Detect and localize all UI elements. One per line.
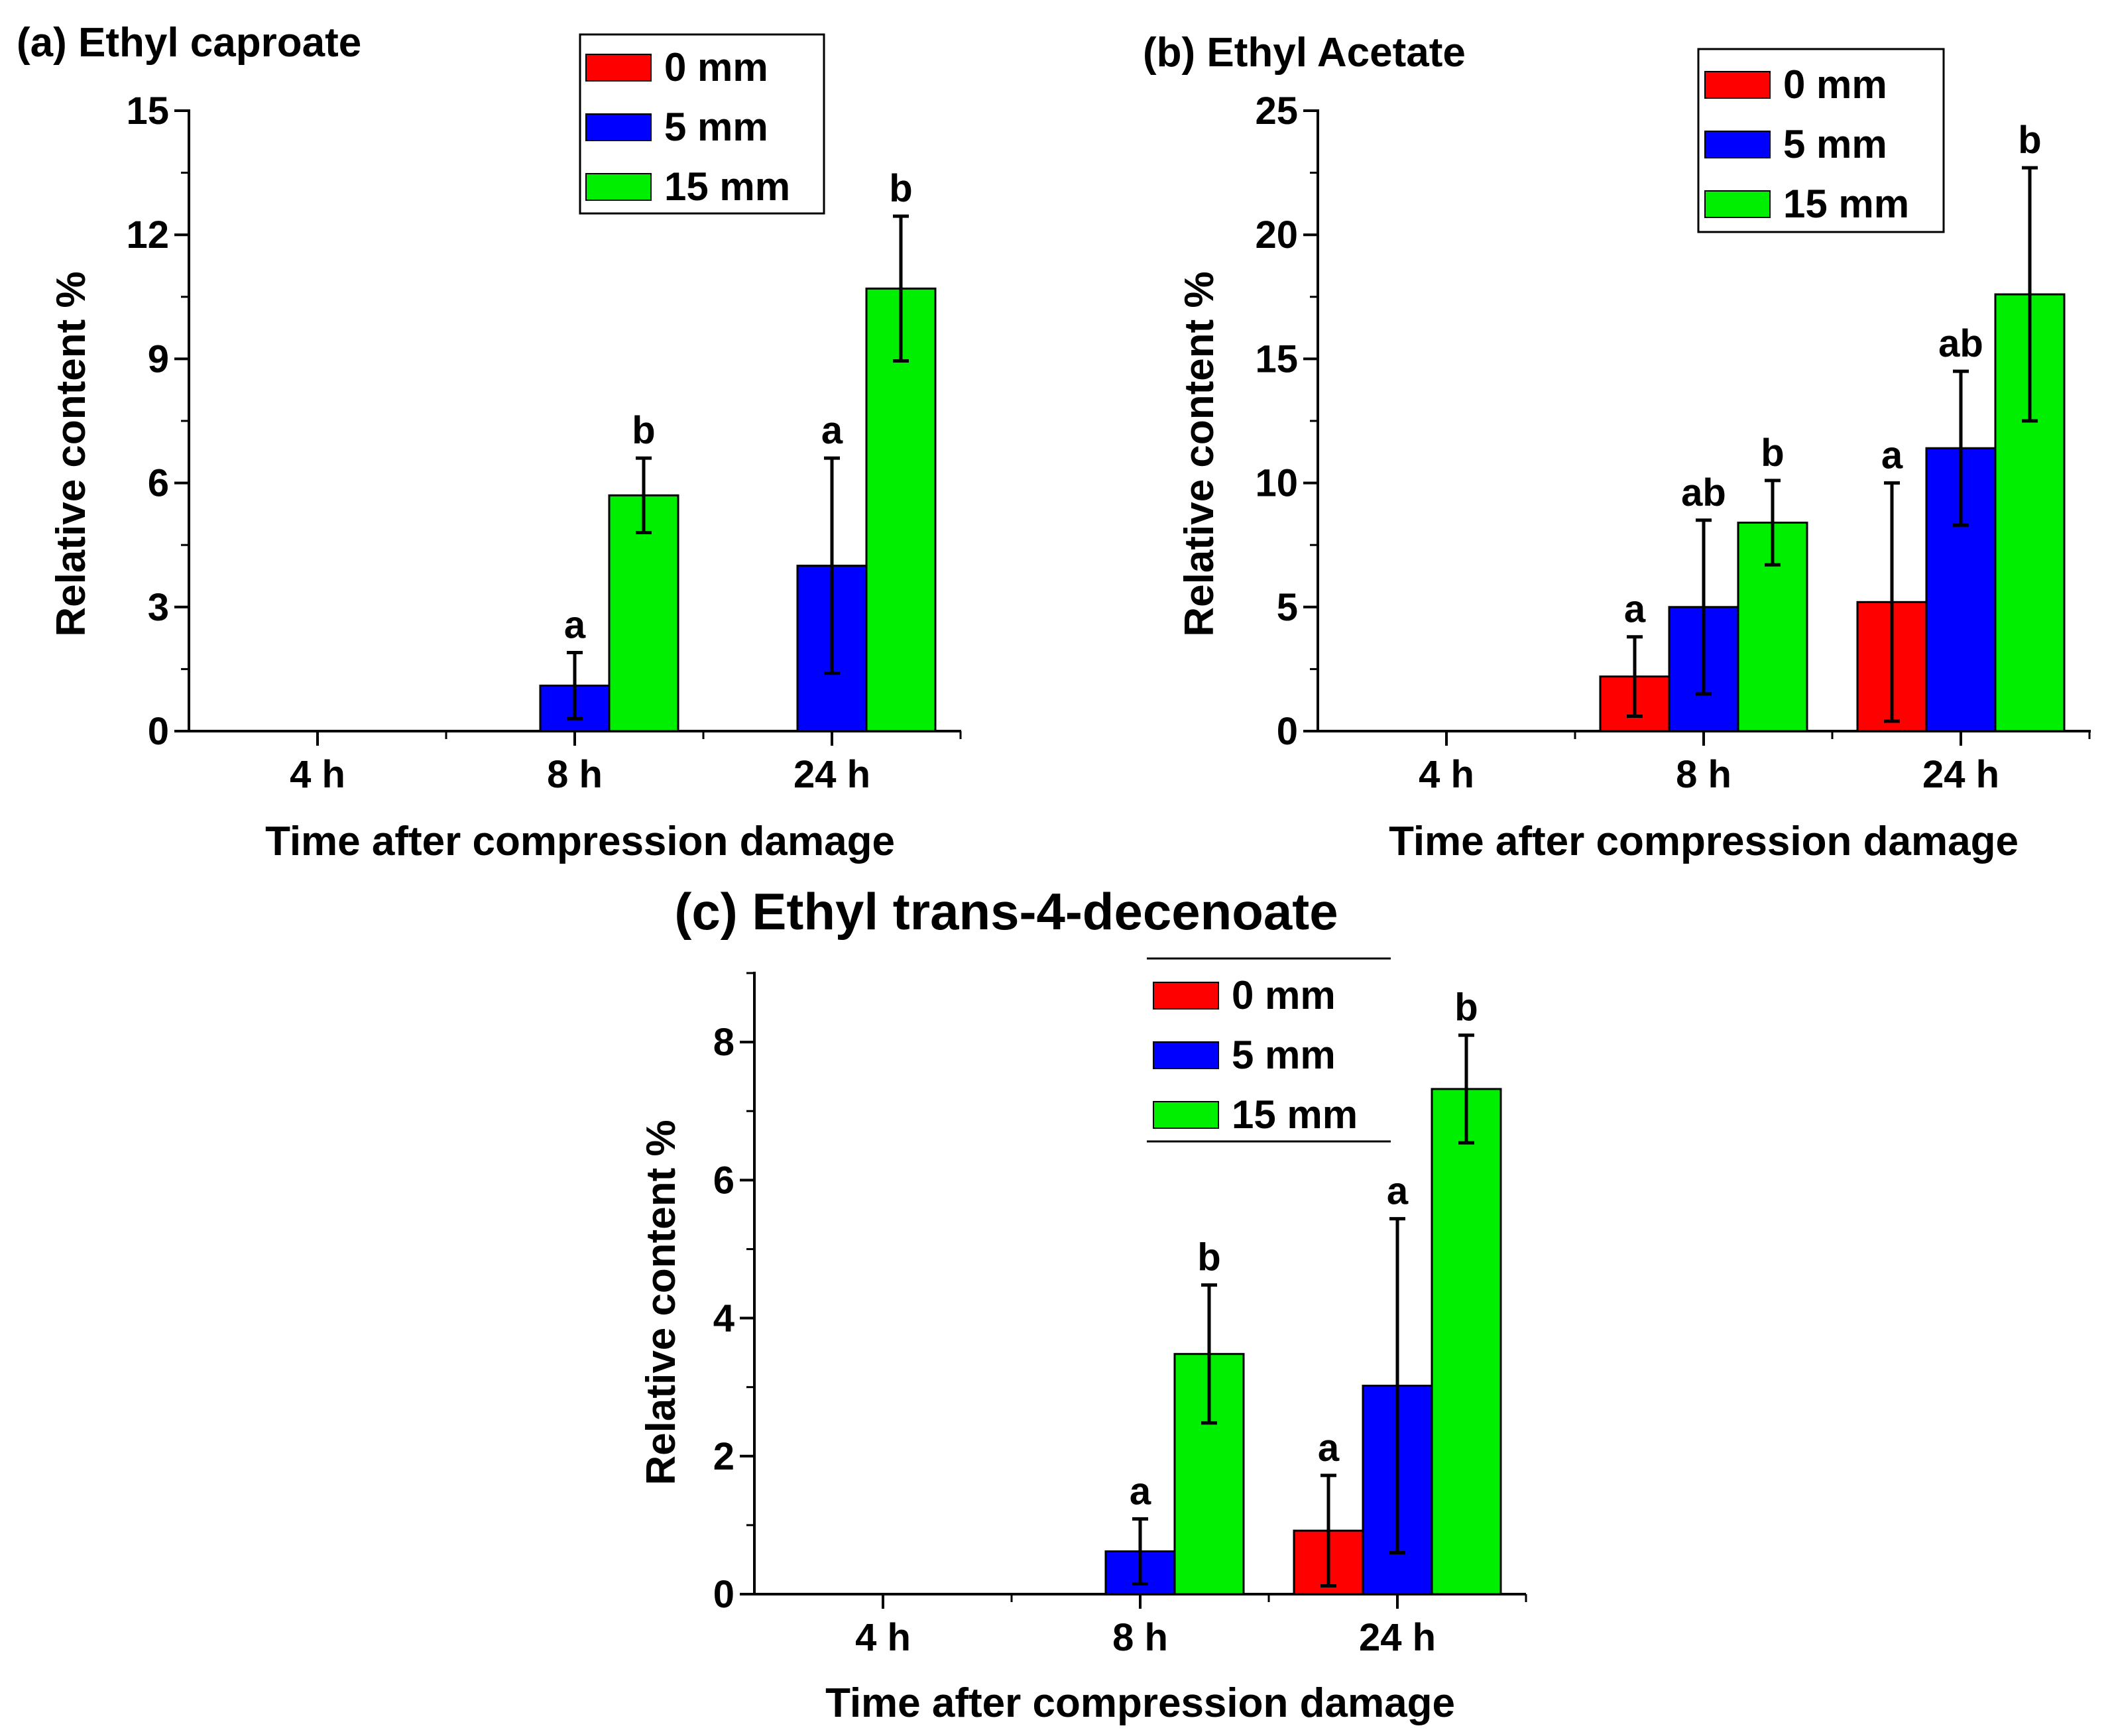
legend-label-5mm-b: 5 mm <box>1783 122 1887 166</box>
bars-c: a a a b b <box>1104 986 1502 1595</box>
legend-frame-a <box>579 33 825 215</box>
sig-label-a-5mm-2: a <box>821 409 843 452</box>
y-tick-label-b-25: 25 <box>1255 89 1298 133</box>
x-tick-label-c-1: 8 h <box>1112 1616 1168 1659</box>
y-tick-label-a-15: 15 <box>126 89 169 133</box>
x-ticks-c: 4 h 8 h 24 h <box>855 1594 1527 1659</box>
sig-label-a-15mm-2: b <box>889 167 912 210</box>
legend-label-15mm-a: 15 mm <box>664 164 790 209</box>
x-tick-label-c-0: 4 h <box>855 1616 911 1659</box>
panel-ethyl-trans-4-decenoate: (c) Ethyl trans-4-decenoate 0 2 4 6 8 4 h 8 h… <box>638 882 1527 1726</box>
sig-label-b-15mm-1: b <box>1761 432 1784 475</box>
y-tick-label-c-8: 8 <box>713 1021 734 1064</box>
legend-swatch-0mm-a <box>585 54 652 82</box>
y-tick-label-a-3: 3 <box>148 586 169 629</box>
y-axis-title-b: Relative content % <box>1177 271 1222 636</box>
bar-c-15mm-2 <box>1431 1088 1502 1595</box>
y-ticks-a: 0 3 6 9 12 15 <box>126 89 189 753</box>
bars-a: a a b b <box>539 167 937 732</box>
y-tick-label-a-9: 9 <box>148 337 169 380</box>
x-tick-label-a-2: 24 h <box>793 753 870 796</box>
y-tick-label-c-0: 0 <box>713 1573 734 1616</box>
x-tick-label-a-1: 8 h <box>547 753 603 796</box>
legend-swatch-5mm-b <box>1704 131 1771 158</box>
bar-b-15mm-1 <box>1737 522 1808 732</box>
legend-label-0mm-b: 0 mm <box>1783 62 1887 107</box>
legend-swatch-5mm-c <box>1153 1041 1219 1069</box>
y-tick-label-a-0: 0 <box>148 710 169 753</box>
legend-label-5mm-c: 5 mm <box>1232 1033 1336 1077</box>
y-tick-label-c-2: 2 <box>713 1435 734 1478</box>
legend-label-0mm-a: 0 mm <box>664 45 768 89</box>
y-axis-title-a: Relative content % <box>48 271 94 636</box>
sig-label-b-0mm-2: a <box>1881 434 1903 477</box>
y-ticks-b: 0 5 10 15 20 25 <box>1255 89 1318 753</box>
panel-ethyl-caproate: (a) Ethyl caproate 0 3 6 9 12 15 4 h 8 h 24 h a… <box>17 20 962 864</box>
legend-swatch-15mm-a <box>585 173 652 201</box>
legend-frame-b <box>1697 48 1945 233</box>
sig-label-c-5mm-1: a <box>1130 1470 1151 1513</box>
x-axis-title-c: Time after compression damage <box>825 1680 1455 1726</box>
panel-title-c: (c) Ethyl trans-4-decenoate <box>674 882 1338 941</box>
y-axis-title-c: Relative content % <box>638 1120 684 1485</box>
panel-title-a: (a) Ethyl caproate <box>17 20 361 66</box>
sig-label-c-0mm-2: a <box>1318 1426 1340 1470</box>
sig-label-b-5mm-2: ab <box>1938 322 1983 365</box>
y-tick-label-b-10: 10 <box>1255 462 1298 505</box>
sig-label-c-15mm-2: b <box>1454 986 1478 1029</box>
bar-a-15mm-1 <box>608 494 679 732</box>
legend-swatch-0mm-b <box>1704 71 1771 99</box>
x-axis-title-b: Time after compression damage <box>1389 819 2019 864</box>
x-tick-label-a-0: 4 h <box>290 753 345 796</box>
y-tick-label-b-5: 5 <box>1277 586 1298 629</box>
legend-swatch-15mm-c <box>1153 1101 1219 1129</box>
legend-a: 0 mm 5 mm 15 mm <box>579 33 825 215</box>
x-tick-label-b-1: 8 h <box>1676 753 1731 796</box>
legend-b: 0 mm 5 mm 15 mm <box>1697 48 1945 233</box>
sig-label-a-15mm-1: b <box>632 409 655 452</box>
legend-c: 0 mm 5 mm 15 mm <box>1147 957 1391 1143</box>
y-ticks-c: 0 2 4 6 8 <box>713 972 754 1616</box>
sig-label-b-5mm-1: ab <box>1681 471 1726 514</box>
sig-label-b-0mm-1: a <box>1624 588 1646 631</box>
y-tick-label-b-15: 15 <box>1255 337 1298 380</box>
y-tick-label-c-4: 4 <box>713 1297 734 1340</box>
legend-label-15mm-c: 15 mm <box>1232 1092 1358 1137</box>
y-tick-label-a-12: 12 <box>126 213 169 257</box>
x-tick-label-c-2: 24 h <box>1359 1616 1436 1659</box>
sig-label-a-5mm-1: a <box>564 603 586 646</box>
legend-swatch-15mm-b <box>1704 190 1771 218</box>
sig-label-b-15mm-2: b <box>2018 119 2041 162</box>
legend-swatch-5mm-a <box>585 113 652 141</box>
legend-label-0mm-c: 0 mm <box>1232 973 1336 1017</box>
x-ticks-b: 4 h 8 h 24 h <box>1419 731 2091 796</box>
sig-label-c-15mm-1: b <box>1197 1236 1220 1279</box>
legend-swatch-0mm-c <box>1153 982 1219 1010</box>
panel-title-b: (b) Ethyl Acetate <box>1143 30 1466 76</box>
x-ticks-a: 4 h 8 h 24 h <box>290 731 962 796</box>
x-tick-label-b-2: 24 h <box>1922 753 1999 796</box>
y-tick-label-b-0: 0 <box>1277 710 1298 753</box>
y-tick-label-a-6: 6 <box>148 462 169 505</box>
x-tick-label-b-0: 4 h <box>1419 753 1474 796</box>
sig-label-c-5mm-2: a <box>1387 1170 1409 1213</box>
y-tick-label-b-20: 20 <box>1255 213 1298 257</box>
y-tick-label-c-6: 6 <box>713 1159 734 1202</box>
legend-label-15mm-b: 15 mm <box>1783 182 1909 226</box>
legend-label-5mm-a: 5 mm <box>664 105 768 149</box>
x-axis-title-a: Time after compression damage <box>265 819 895 864</box>
